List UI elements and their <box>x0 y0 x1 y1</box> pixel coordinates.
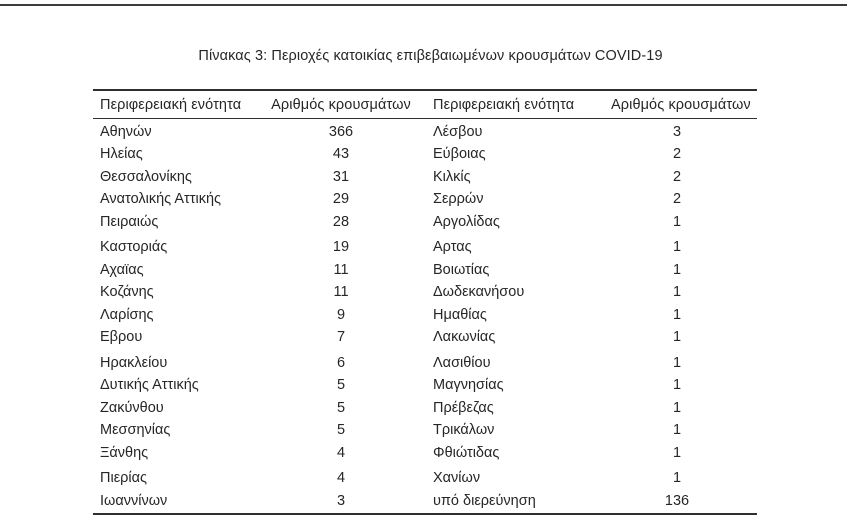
region-name-right: Φθιώτιδας <box>433 444 500 461</box>
table-row: Ιωαννίνων 3 υπό διερεύνηση 136 <box>93 489 757 512</box>
case-count-left: 28 <box>332 213 350 230</box>
region-name-right: Λασιθίου <box>433 354 491 371</box>
column-header-region-right: Περιφερειακή ενότητα <box>433 96 575 113</box>
region-name-right: Εύβοιας <box>433 146 486 163</box>
region-name-left: Ζακύνθου <box>100 399 164 416</box>
table-row: Δυτικής Αττικής 5 Μαγνησίας 1 <box>93 374 757 397</box>
region-name-right: Μαγνησίας <box>433 377 504 394</box>
region-name-right: Αργολίδας <box>433 213 500 230</box>
table-row: Πιερίας 4 Χανίων 1 <box>93 467 757 490</box>
case-count-right: 1 <box>672 213 682 230</box>
table-row: Ηλείας 43 Εύβοιας 2 <box>93 143 757 166</box>
region-name-left: Ηλείας <box>100 146 143 163</box>
case-count-left: 43 <box>332 146 350 163</box>
region-name-left: Αχαϊας <box>100 261 144 278</box>
case-count-right: 3 <box>672 123 682 140</box>
case-count-right: 2 <box>672 168 682 185</box>
region-name-right: Πρέβεζας <box>433 399 494 416</box>
region-name-right: Σερρών <box>433 191 484 208</box>
region-name-left: Πειραιώς <box>100 213 159 230</box>
table-header-rule <box>93 118 757 120</box>
column-header-cases-right: Αριθμός κρουσμάτων <box>611 96 751 113</box>
case-count-left: 11 <box>333 284 349 301</box>
case-count-left: 3 <box>336 492 346 509</box>
column-header-cases-left: Αριθμός κρουσμάτων <box>271 96 411 113</box>
case-count-right: 2 <box>672 191 682 208</box>
case-count-right: 1 <box>672 399 682 416</box>
page-top-divider <box>0 4 847 6</box>
case-count-left: 5 <box>336 377 346 394</box>
region-name-right: Χανίων <box>433 470 481 487</box>
table-bottom-rule <box>93 512 757 515</box>
table-row: Ανατολικής Αττικής 29 Σερρών 2 <box>93 188 757 211</box>
case-count-left: 31 <box>332 168 350 185</box>
case-count-left: 4 <box>336 470 346 487</box>
region-name-left: Πιερίας <box>100 470 147 487</box>
table-row: Μεσσηνίας 5 Τρικάλων 1 <box>93 419 757 442</box>
region-name-right: υπό διερεύνηση <box>433 492 536 509</box>
table-row: Αχαϊας 11 Βοιωτίας 1 <box>93 258 757 281</box>
region-name-left: Ανατολικής Αττικής <box>100 191 222 208</box>
region-name-left: Εβρου <box>100 329 143 346</box>
region-name-right: Δωδεκανήσου <box>433 284 525 301</box>
case-count-right: 1 <box>672 422 682 439</box>
region-name-left: Ιωαννίνων <box>100 492 168 509</box>
table-row: Κοζάνης 11 Δωδεκανήσου 1 <box>93 281 757 304</box>
table-caption: Πίνακας 3: Περιοχές κατοικίας επιβεβαιωμ… <box>198 48 663 64</box>
case-count-left: 5 <box>336 399 346 416</box>
region-name-left: Θεσσαλονίκης <box>100 168 192 185</box>
region-name-right: Αρτας <box>433 239 472 256</box>
case-count-right: 1 <box>672 470 682 487</box>
table-row: Καστοριάς 19 Αρτας 1 <box>93 236 757 259</box>
region-name-left: Δυτικής Αττικής <box>100 377 199 394</box>
region-name-left: Αθηνών <box>100 123 152 140</box>
region-name-left: Ηρακλείου <box>100 354 168 371</box>
case-count-left: 9 <box>336 306 346 323</box>
case-count-left: 366 <box>328 123 354 140</box>
covid-regions-table: Περιφερειακή ενότητα Αριθμός κρουσμάτων … <box>93 89 757 515</box>
table-row: Εβρου 7 Λακωνίας 1 <box>93 326 757 349</box>
region-name-right: Κιλκίς <box>433 168 471 185</box>
region-name-left: Κοζάνης <box>100 284 154 301</box>
case-count-right: 1 <box>672 239 682 256</box>
table-row: Λαρίσης 9 Ημαθίας 1 <box>93 303 757 326</box>
table-header-row: Περιφερειακή ενότητα Αριθμός κρουσμάτων … <box>93 91 757 118</box>
case-count-left: 19 <box>332 239 350 256</box>
case-count-right: 1 <box>672 261 682 278</box>
case-count-left: 7 <box>336 329 346 346</box>
case-count-left: 5 <box>336 422 346 439</box>
region-name-right: Βοιωτίας <box>433 261 490 278</box>
region-name-left: Μεσσηνίας <box>100 422 171 439</box>
case-count-right: 1 <box>672 306 682 323</box>
case-count-right: 2 <box>672 146 682 163</box>
region-name-left: Καστοριάς <box>100 239 168 256</box>
region-name-right: Λακωνίας <box>433 329 496 346</box>
case-count-right: 1 <box>672 444 682 461</box>
case-count-right: 1 <box>672 284 682 301</box>
table-row: Θεσσαλονίκης 31 Κιλκίς 2 <box>93 165 757 188</box>
table-row: Ηρακλείου 6 Λασιθίου 1 <box>93 351 757 374</box>
case-count-left: 4 <box>336 444 346 461</box>
table-top-rule <box>93 89 757 91</box>
case-count-right: 1 <box>672 354 682 371</box>
region-name-left: Λαρίσης <box>100 306 154 323</box>
case-count-right: 1 <box>672 329 682 346</box>
region-name-right: Λέσβου <box>433 123 483 140</box>
table-body: Αθηνών 366 Λέσβου 3 Ηλείας 43 Εύβοιας 2 Θεσσαλον… <box>93 119 757 513</box>
region-name-left: Ξάνθης <box>100 444 149 461</box>
table-row: Πειραιώς 28 Αργολίδας 1 <box>93 210 757 233</box>
case-count-right: 136 <box>664 492 690 509</box>
table-row: Ζακύνθου 5 Πρέβεζας 1 <box>93 396 757 419</box>
case-count-left: 11 <box>333 261 349 278</box>
table-row: Ξάνθης 4 Φθιώτιδας 1 <box>93 441 757 464</box>
table-row: Αθηνών 366 Λέσβου 3 <box>93 120 757 143</box>
region-name-right: Τρικάλων <box>433 422 495 439</box>
case-count-left: 29 <box>332 191 350 208</box>
case-count-left: 6 <box>336 354 346 371</box>
column-header-region-left: Περιφερειακή ενότητα <box>100 96 242 113</box>
region-name-right: Ημαθίας <box>433 306 487 323</box>
case-count-right: 1 <box>672 377 682 394</box>
